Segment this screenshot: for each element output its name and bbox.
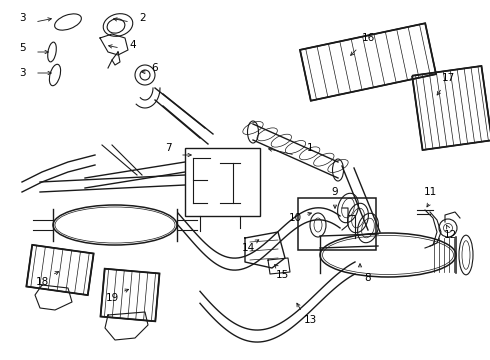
Text: 11: 11	[423, 187, 437, 197]
Text: 4: 4	[130, 40, 136, 50]
Text: 17: 17	[441, 73, 455, 83]
Text: 9: 9	[332, 187, 338, 197]
Text: 5: 5	[19, 43, 25, 53]
Bar	[185, 148, 260, 216]
Text: 18: 18	[35, 277, 49, 287]
Text: 1: 1	[307, 143, 313, 153]
Text: 10: 10	[289, 213, 301, 223]
Text: 14: 14	[242, 243, 255, 253]
Text: 13: 13	[303, 315, 317, 325]
Text: 12: 12	[443, 230, 457, 240]
Text: 19: 19	[105, 293, 119, 303]
Text: 3: 3	[19, 68, 25, 78]
Text: 16: 16	[362, 33, 375, 43]
Bar	[298, 198, 376, 250]
Text: 15: 15	[275, 270, 289, 280]
Text: 3: 3	[19, 13, 25, 23]
Text: 7: 7	[165, 143, 172, 153]
Text: 2: 2	[140, 13, 147, 23]
Text: 8: 8	[365, 273, 371, 283]
Text: 6: 6	[152, 63, 158, 73]
